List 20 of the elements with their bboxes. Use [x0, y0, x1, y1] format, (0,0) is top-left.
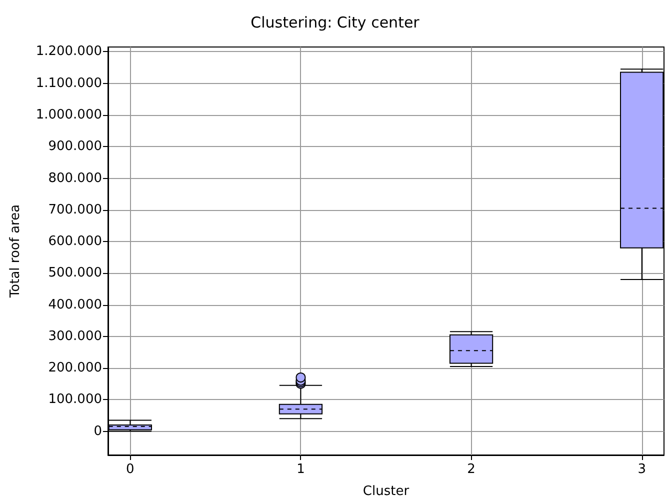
- y-tick-label: 600.000: [48, 234, 102, 250]
- x-tick-label: 3: [638, 462, 646, 477]
- x-tick-label: 0: [126, 462, 134, 477]
- y-tick-label: 200.000: [48, 360, 102, 376]
- y-tick-label: 100.000: [48, 392, 102, 408]
- y-tick-label: 900.000: [48, 139, 102, 154]
- chart-title: Clustering: City center: [250, 14, 420, 32]
- y-tick-label: 1.200.000: [36, 44, 102, 60]
- y-tick-label: 0: [94, 424, 102, 439]
- y-tick-label: 700.000: [48, 202, 102, 218]
- y-tick-label: 300.000: [48, 328, 102, 344]
- y-tick-label: 1.000.000: [36, 108, 102, 122]
- y-tick-label: 500.000: [48, 266, 102, 281]
- y-tick-label: 1.100.000: [36, 76, 102, 91]
- y-axis-title: Total roof area: [8, 204, 23, 299]
- x-tick-label: 1: [296, 462, 305, 477]
- y-tick-label: 800.000: [48, 170, 102, 186]
- y-tick-label: 400.000: [48, 297, 102, 312]
- x-axis-title: Cluster: [362, 484, 410, 499]
- x-tick-label: 2: [467, 462, 476, 477]
